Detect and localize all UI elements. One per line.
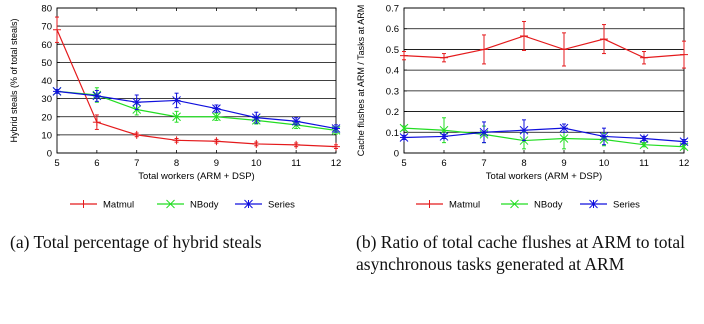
y-tick-label: 50 — [41, 58, 52, 69]
legend: Matmul NBody Series — [416, 200, 640, 211]
y-axis-label: Hybrid steals (% of total steals) — [9, 18, 19, 142]
chart-panel-a: 0 10 20 30 40 50 60 70 80 5 6 7 8 9 10 11 12 Total worker… — [9, 4, 341, 211]
series-line — [56, 29, 337, 148]
x-tick-label: 9 — [561, 158, 566, 169]
data-point — [291, 116, 301, 126]
y-tick-label: 0.5 — [386, 45, 399, 56]
y-tick-label: 40 — [41, 76, 52, 87]
legend-label: NBody — [534, 200, 563, 211]
data-point — [212, 104, 221, 113]
chart-panel-b: 0 0.1 0.2 0.3 0.4 0.5 0.6 0.7 5 6 7 8 9 10 11 12 Total w… — [356, 4, 689, 211]
x-tick-label: 7 — [134, 158, 139, 169]
data-point — [172, 96, 181, 105]
y-tick-label: 0.2 — [386, 107, 399, 118]
x-tick-label: 8 — [174, 158, 179, 169]
plot-frame — [56, 7, 337, 154]
data-point — [52, 87, 62, 96]
series-line — [403, 35, 685, 59]
data-point — [519, 125, 529, 135]
data-point — [132, 97, 142, 107]
y-tick-label: 10 — [41, 130, 52, 141]
data-point — [399, 123, 409, 133]
y-tick-label: 0 — [47, 149, 52, 160]
data-point — [212, 112, 221, 122]
legend-marker — [589, 199, 598, 209]
legend-marker — [166, 199, 175, 209]
data-point — [559, 134, 569, 143]
y-tick-label: 80 — [41, 4, 52, 15]
x-tick-label: 11 — [291, 158, 301, 169]
y-tick-label: 0.7 — [386, 4, 399, 15]
y-tick-label: 20 — [41, 112, 52, 123]
data-point — [439, 132, 449, 141]
legend-marker — [244, 199, 253, 209]
x-tick-label: 6 — [441, 158, 446, 169]
data-point — [479, 127, 489, 137]
legend-label: Matmul — [103, 200, 134, 211]
data-point — [399, 133, 409, 142]
x-tick-label: 6 — [94, 158, 99, 169]
y-tick-label: 0.6 — [386, 24, 399, 35]
data-point — [559, 123, 569, 133]
data-point — [92, 91, 102, 101]
data-point — [639, 134, 649, 143]
data-point — [679, 137, 689, 146]
y-tick-label: 0.1 — [386, 128, 399, 139]
y-tick-label: 70 — [41, 22, 52, 33]
y-tick-label: 0.3 — [386, 86, 399, 97]
data-point — [599, 132, 609, 141]
series-series — [399, 119, 689, 146]
y-tick-label: 60 — [41, 40, 52, 51]
y-tick-label: 0 — [394, 149, 399, 160]
legend: Matmul NBody Series — [70, 200, 295, 211]
legend-label: Series — [268, 200, 295, 211]
caption-b: (b) Ratio of total cache flushes at ARM … — [356, 232, 686, 274]
series-line — [403, 127, 685, 143]
x-tick-label: 5 — [54, 158, 59, 169]
x-axis-label: Total workers (ARM + DSP) — [486, 171, 602, 182]
legend-label: Series — [613, 200, 640, 211]
y-tick-label: 30 — [41, 94, 52, 105]
series-matmul — [400, 20, 688, 69]
x-axis-label: Total workers (ARM + DSP) — [138, 171, 254, 182]
data-point — [172, 112, 181, 122]
legend-marker — [510, 199, 519, 209]
series-line — [56, 90, 337, 130]
x-tick-label: 5 — [401, 158, 406, 169]
caption-a: (a) Total percentage of hybrid steals — [10, 232, 262, 252]
series-series — [52, 87, 341, 133]
x-tick-label: 7 — [481, 158, 486, 169]
legend-label: NBody — [190, 200, 219, 211]
x-tick-label: 9 — [214, 158, 219, 169]
x-tick-label: 11 — [639, 158, 649, 169]
data-point — [439, 125, 449, 135]
y-tick-label: 0.4 — [386, 66, 399, 77]
data-point — [639, 140, 649, 150]
x-tick-label: 10 — [599, 158, 610, 169]
data-point — [331, 124, 341, 133]
y-axis-label: Cache flushes at ARM / Tasks at ARM — [356, 5, 366, 156]
x-tick-label: 10 — [251, 158, 262, 169]
x-tick-label: 8 — [521, 158, 526, 169]
series-matmul — [53, 16, 340, 151]
plot-frame — [403, 7, 685, 154]
data-point — [251, 113, 261, 123]
series-line — [403, 127, 685, 148]
x-tick-label: 12 — [331, 158, 342, 169]
x-tick-label: 12 — [679, 158, 690, 169]
legend-label: Matmul — [449, 200, 480, 211]
